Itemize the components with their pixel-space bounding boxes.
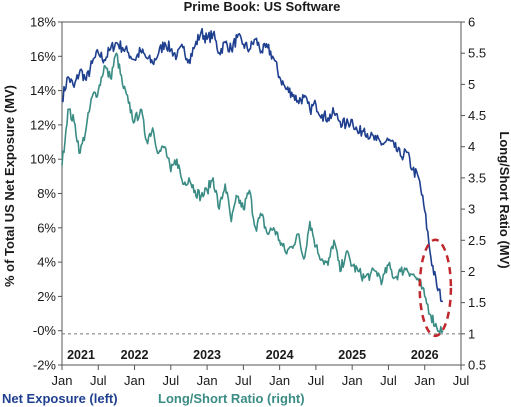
left-tick-label: 12% — [30, 117, 56, 132]
left-tick-label: -0% — [33, 323, 57, 338]
x-tick-label: Jul — [453, 373, 470, 388]
left-axis-ticks: 18% 16% 14% 12% 10% 8% 6% 4% 2% -0% -2% — [30, 15, 62, 373]
left-tick-label: 18% — [30, 15, 56, 30]
left-tick-label: -2% — [33, 358, 57, 373]
right-tick-label: 2.5 — [468, 233, 486, 248]
x-tick-label: Jan — [342, 373, 363, 388]
right-tick-label: 6 — [468, 15, 475, 30]
left-tick-label: 8% — [37, 186, 56, 201]
plot-frame — [61, 21, 462, 366]
year-label: 2023 — [193, 348, 221, 362]
x-tick-label: Jan — [52, 373, 73, 388]
right-tick-label: 5 — [468, 77, 475, 92]
right-tick-label: 4 — [468, 139, 475, 154]
legend-net-exposure: Net Exposure (left) — [2, 391, 118, 406]
x-tick-label: Jan — [414, 373, 435, 388]
right-tick-label: 1.5 — [468, 295, 486, 310]
highlight-ellipse — [418, 238, 453, 338]
right-tick-label: 5.5 — [468, 46, 486, 61]
year-label: 2025 — [338, 348, 366, 362]
left-tick-label: 2% — [37, 289, 56, 304]
net-exposure-line — [61, 27, 444, 303]
left-axis-label: % of Total US Net Exposure (MV) — [2, 85, 17, 287]
right-tick-label: 1 — [468, 326, 475, 341]
x-tick-label: Jul — [380, 373, 397, 388]
x-tick-label: Jul — [235, 373, 252, 388]
left-tick-label: 6% — [37, 220, 56, 235]
left-tick-label: 4% — [37, 255, 56, 270]
x-tick-label: Jan — [124, 373, 145, 388]
series-layer — [61, 27, 444, 334]
right-tick-label: 0.5 — [468, 358, 486, 373]
long-short-ratio-line — [61, 52, 444, 334]
right-tick-label: 3 — [468, 202, 475, 217]
chart-title: Prime Book: US Software — [184, 0, 341, 14]
x-axis-ticks: Jan Jul Jan Jul Jan Jul Jan Jul Jan Jul Jan Jul — [52, 365, 470, 388]
year-label: 2021 — [67, 348, 95, 362]
x-tick-label: Jan — [269, 373, 290, 388]
year-label: 2026 — [411, 348, 439, 362]
left-tick-label: 14% — [30, 83, 56, 98]
left-tick-label: 10% — [30, 152, 56, 167]
year-label: 2024 — [266, 348, 294, 362]
right-tick-label: 4.5 — [468, 108, 486, 123]
x-tick-label: Jan — [197, 373, 218, 388]
right-tick-label: 2 — [468, 264, 475, 279]
right-tick-label: 3.5 — [468, 170, 486, 185]
x-tick-label: Jul — [163, 373, 180, 388]
legend-long-short-ratio: Long/Short Ratio (right) — [158, 391, 305, 406]
right-axis-ticks: 6 5.5 5 4.5 4 3.5 3 2.5 2 1.5 1 0.5 — [461, 15, 486, 373]
year-labels: 2021 2022 2023 2024 2025 2026 — [67, 348, 439, 362]
year-label: 2022 — [121, 348, 149, 362]
left-tick-label: 16% — [30, 49, 56, 64]
x-tick-label: Jul — [90, 373, 107, 388]
x-tick-label: Jul — [308, 373, 325, 388]
right-axis-label: Long/Short Ratio (MV) — [497, 131, 511, 268]
